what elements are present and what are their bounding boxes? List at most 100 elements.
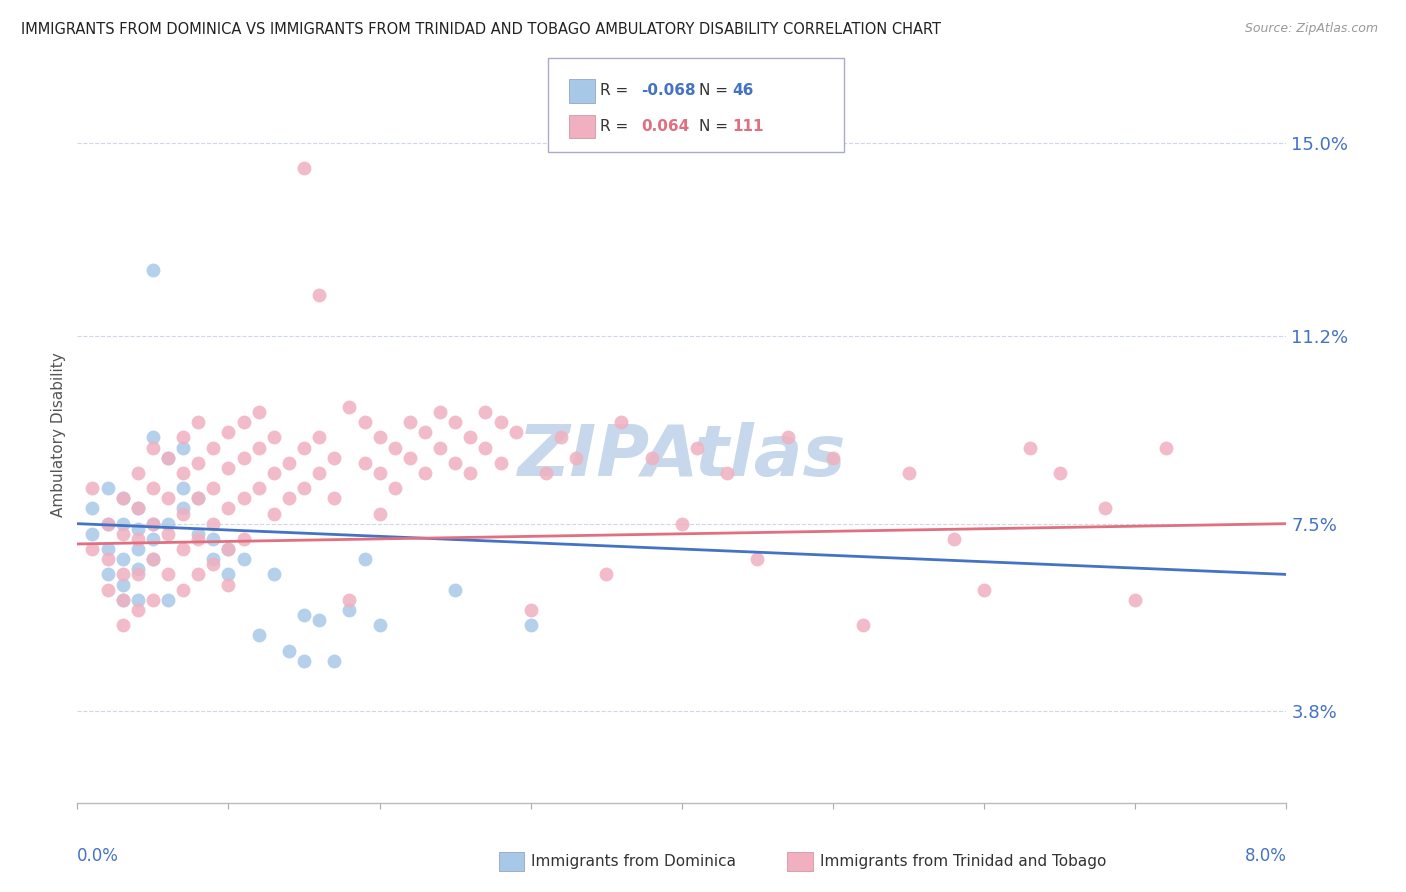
Point [368,618,391,632]
Point [96,567,118,582]
Point [172,507,194,521]
Point [247,628,270,642]
Point [1049,466,1071,480]
Point [429,405,451,419]
Point [142,516,165,531]
Point [218,577,240,591]
Point [127,603,149,617]
Point [429,441,451,455]
Point [142,516,165,531]
Point [142,441,165,455]
Point [232,552,254,566]
Point [263,466,285,480]
Point [686,441,709,455]
Point [187,532,209,546]
Point [127,562,149,576]
Point [444,456,467,470]
Point [187,415,209,429]
Text: -0.068: -0.068 [641,84,696,98]
Point [111,577,134,591]
Point [399,415,422,429]
Point [339,400,360,414]
Point [218,542,240,557]
Point [218,542,240,557]
Point [278,643,301,657]
Point [368,507,391,521]
Point [142,552,165,566]
Point [565,450,588,465]
Point [384,441,406,455]
Text: ZIPAtlas: ZIPAtlas [517,423,846,491]
Point [323,450,346,465]
Point [263,430,285,444]
Point [520,618,543,632]
Point [202,532,225,546]
Point [187,491,209,506]
Point [218,460,240,475]
Point [292,441,315,455]
Point [142,532,165,546]
Point [413,425,436,440]
Point [776,430,799,444]
Point [218,567,240,582]
Point [157,592,180,607]
Point [671,516,693,531]
Point [1018,441,1040,455]
Point [172,441,194,455]
Point [232,532,254,546]
Point [823,450,845,465]
Point [127,542,149,557]
Point [534,466,557,480]
Point [1125,592,1147,607]
Point [202,481,225,495]
Point [353,415,375,429]
Point [308,466,330,480]
Point [263,507,285,521]
Point [973,582,995,597]
Text: Immigrants from Dominica: Immigrants from Dominica [531,855,737,869]
Point [202,516,225,531]
Point [595,567,617,582]
Point [172,466,194,480]
Point [292,161,315,176]
Point [202,552,225,566]
Text: 8.0%: 8.0% [1244,847,1286,865]
Point [292,654,315,668]
Point [187,456,209,470]
Point [96,516,118,531]
Point [82,526,104,541]
Point [157,450,180,465]
Point [111,567,134,582]
Point [127,532,149,546]
Point [142,592,165,607]
Point [308,613,330,627]
Point [111,526,134,541]
Point [232,415,254,429]
Point [111,491,134,506]
Text: R =: R = [600,84,634,98]
Point [187,491,209,506]
Point [111,592,134,607]
Point [96,481,118,495]
Point [157,567,180,582]
Point [852,618,875,632]
Text: N =: N = [699,120,733,134]
Point [641,450,664,465]
Point [610,415,633,429]
Point [1094,501,1116,516]
Point [232,491,254,506]
Point [142,430,165,444]
Point [292,607,315,622]
Point [142,481,165,495]
Point [187,567,209,582]
Point [111,552,134,566]
Point [413,466,436,480]
Point [458,466,481,480]
Point [111,592,134,607]
Point [96,582,118,597]
Point [247,405,270,419]
Point [96,516,118,531]
Point [202,441,225,455]
Point [111,618,134,632]
Text: 46: 46 [733,84,754,98]
